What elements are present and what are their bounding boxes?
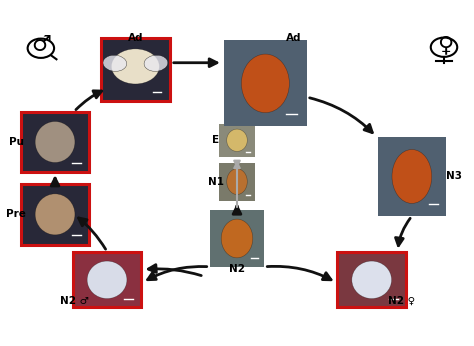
- Text: N1: N1: [208, 176, 224, 186]
- Ellipse shape: [221, 219, 253, 258]
- Ellipse shape: [103, 55, 127, 71]
- Ellipse shape: [227, 169, 247, 194]
- Bar: [73, 252, 141, 307]
- Bar: [101, 38, 170, 101]
- Ellipse shape: [87, 261, 127, 299]
- Text: Ad: Ad: [286, 33, 301, 43]
- Text: ♀: ♀: [437, 36, 453, 55]
- Bar: [219, 124, 255, 157]
- Bar: [337, 252, 406, 307]
- Text: Pu: Pu: [9, 137, 24, 147]
- Ellipse shape: [352, 261, 392, 299]
- FancyArrowPatch shape: [51, 178, 59, 186]
- Text: ♂: ♂: [31, 36, 51, 55]
- Text: E: E: [212, 135, 219, 145]
- FancyArrowPatch shape: [148, 265, 201, 275]
- Ellipse shape: [392, 149, 432, 203]
- Bar: [219, 163, 255, 201]
- Text: N2: N2: [229, 264, 245, 274]
- Bar: [101, 38, 170, 101]
- Text: Ad: Ad: [128, 33, 143, 43]
- FancyArrowPatch shape: [310, 98, 372, 133]
- Text: N2 ♂: N2 ♂: [60, 296, 88, 306]
- Bar: [21, 112, 89, 172]
- FancyArrowPatch shape: [234, 163, 240, 207]
- Ellipse shape: [111, 49, 159, 84]
- FancyArrowPatch shape: [147, 266, 207, 280]
- Text: N3: N3: [447, 172, 463, 181]
- Ellipse shape: [227, 129, 247, 152]
- FancyArrowPatch shape: [76, 91, 102, 110]
- FancyArrowPatch shape: [395, 218, 410, 246]
- Bar: [73, 252, 141, 307]
- Ellipse shape: [35, 194, 75, 235]
- FancyArrowPatch shape: [173, 59, 217, 67]
- Bar: [378, 137, 446, 216]
- Bar: [337, 252, 406, 307]
- FancyArrowPatch shape: [267, 266, 331, 280]
- Text: N2 ♀: N2 ♀: [388, 296, 415, 306]
- FancyArrowPatch shape: [234, 161, 240, 166]
- Ellipse shape: [35, 121, 75, 163]
- Bar: [21, 112, 89, 172]
- Bar: [21, 184, 89, 245]
- FancyArrowPatch shape: [79, 218, 106, 249]
- Bar: [210, 210, 264, 267]
- Text: Pre: Pre: [6, 209, 26, 219]
- Bar: [224, 40, 307, 127]
- Ellipse shape: [241, 54, 289, 113]
- FancyArrowPatch shape: [233, 206, 241, 214]
- Bar: [21, 184, 89, 245]
- Ellipse shape: [144, 55, 168, 71]
